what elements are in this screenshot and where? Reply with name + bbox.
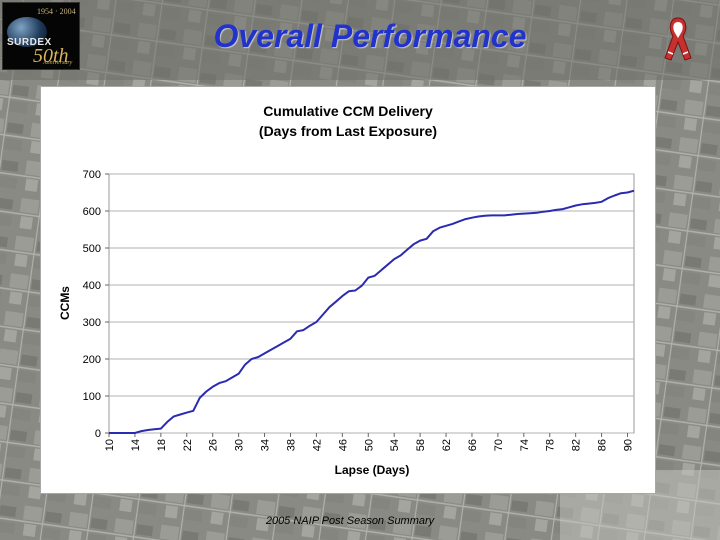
- logo-fifty: 50th: [33, 45, 69, 67]
- slide-footer: 2005 NAIP Post Season Summary: [265, 515, 435, 527]
- x-tick-label: 26: [208, 439, 220, 451]
- line-chart: 0 100 200 300 400 500 600 700 10 14 18 22 26 30 34 38 42…: [58, 103, 635, 477]
- logo-anniversary: Anniversary: [43, 60, 73, 66]
- x-tick-label: 66: [467, 439, 479, 451]
- x-tick-label: 46: [337, 439, 349, 451]
- y-tick-label: 500: [83, 243, 101, 255]
- flag-ribbon-icon: [664, 17, 692, 61]
- x-tick-label: 82: [571, 439, 583, 451]
- x-tick-label: 70: [493, 439, 505, 451]
- y-tick-label: 100: [83, 391, 101, 403]
- chart-subtitle: (Days from Last Exposure): [259, 123, 437, 139]
- logo-name: SURDEX: [7, 37, 52, 48]
- y-tick-label: 200: [83, 354, 101, 366]
- x-tick-label: 78: [545, 439, 557, 451]
- x-tick-label: 62: [441, 439, 453, 451]
- x-tick-label: 86: [597, 439, 609, 451]
- y-axis-label: CCMs: [58, 286, 72, 320]
- plot-area: [108, 173, 635, 434]
- x-tick-label: 58: [415, 439, 427, 451]
- x-tick-label: 42: [311, 439, 323, 451]
- x-tick-label: 18: [156, 439, 168, 451]
- chart-panel: 0 100 200 300 400 500 600 700 10 14 18 22 26 30 34 38 42…: [40, 86, 656, 494]
- x-tick-label: 14: [130, 439, 142, 451]
- logo-years: 1954 · 2004: [37, 7, 76, 16]
- x-tick-label: 54: [389, 439, 401, 451]
- x-tick-label: 74: [519, 439, 531, 451]
- y-tick-label: 700: [83, 169, 101, 181]
- globe-icon: [7, 17, 47, 47]
- y-tick-label: 600: [83, 206, 101, 218]
- x-tick-label: 10: [104, 439, 116, 451]
- series-line: [109, 189, 635, 434]
- y-tick-label: 0: [95, 428, 101, 440]
- y-tick-label: 400: [83, 280, 101, 292]
- x-tick-label: 90: [623, 439, 635, 451]
- x-axis-label: Lapse (Days): [335, 463, 410, 477]
- x-tick-label: 50: [363, 439, 375, 451]
- chart-title: Cumulative CCM Delivery: [263, 103, 433, 119]
- x-tick-label: 38: [285, 439, 297, 451]
- x-tick-label: 34: [260, 439, 272, 451]
- x-tick-label: 22: [182, 439, 194, 451]
- slide-title: Overall Performance: [213, 18, 527, 54]
- surdex-logo: 1954 · 2004 SURDEX 50th Anniversary: [2, 2, 80, 70]
- x-tick-label: 30: [234, 439, 246, 451]
- y-tick-label: 300: [83, 317, 101, 329]
